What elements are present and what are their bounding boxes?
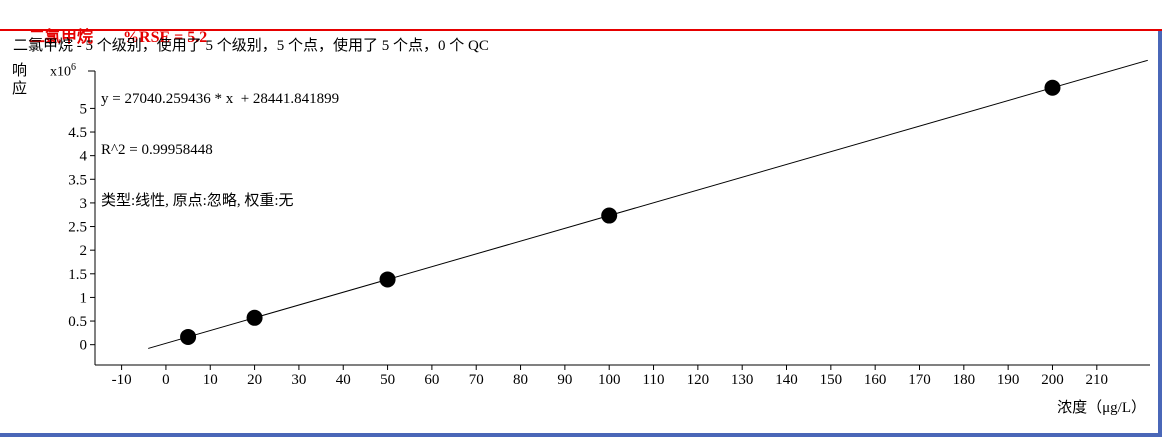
x-tick-label: 140	[775, 372, 798, 388]
y-axis-title: 响应	[10, 62, 26, 98]
fit-type: 类型:线性, 原点:忽略, 权重:无	[101, 193, 294, 209]
x-tick-label: 190	[997, 372, 1020, 388]
y-tick-label: 2	[80, 243, 88, 259]
window-frame-bottom	[0, 433, 1162, 437]
fit-info-block: y = 27040.259436 * x + 28441.841899 R^2 …	[101, 57, 339, 244]
compound-header: 二氯甲烷 %RSE = 5.2	[13, 5, 207, 65]
data-point[interactable]	[379, 271, 396, 288]
y-tick-label: 0.5	[68, 314, 87, 330]
x-tick-label: 200	[1041, 372, 1064, 388]
data-point[interactable]	[601, 207, 618, 224]
x-tick-label: 210	[1086, 372, 1109, 388]
data-point[interactable]	[246, 309, 263, 326]
y-tick-label: 4.5	[68, 125, 87, 141]
y-multiplier-exponent: 6	[71, 62, 76, 73]
x-tick-label: 20	[247, 372, 262, 388]
y-tick-label: 3.5	[68, 172, 87, 188]
data-point[interactable]	[180, 328, 197, 345]
x-tick-label: 40	[336, 372, 351, 388]
x-tick-label: 0	[162, 372, 170, 388]
y-multiplier-base: x10	[50, 64, 71, 80]
y-axis-multiplier: x106	[50, 62, 76, 81]
regression-line	[148, 59, 1148, 349]
x-tick-label: 30	[291, 372, 306, 388]
x-tick-label: 170	[908, 372, 931, 388]
x-tick-label: 150	[820, 372, 843, 388]
calibration-summary: 二氯甲烷 - 5 个级别，使用了 5 个级别，5 个点，使用了 5 个点，0 个…	[13, 38, 489, 54]
y-tick-label: 1.5	[68, 267, 87, 283]
x-axis-title: 浓度（μg/L）	[1057, 400, 1146, 416]
y-tick-label: 5	[80, 101, 88, 117]
x-tick-label: 100	[598, 372, 621, 388]
x-tick-label: 10	[203, 372, 218, 388]
x-tick-label: 160	[864, 372, 887, 388]
fit-r-squared: R^2 = 0.99958448	[101, 142, 213, 158]
x-tick-label: 60	[424, 372, 439, 388]
y-tick-label: 2.5	[68, 220, 87, 236]
x-tick-label: -10	[112, 372, 132, 388]
header-divider	[0, 29, 1162, 31]
y-tick-label: 4	[80, 149, 88, 165]
x-tick-label: 90	[557, 372, 572, 388]
rse-value: %RSE = 5.2	[123, 29, 208, 46]
window-frame-right	[1158, 31, 1162, 437]
data-point[interactable]	[1044, 79, 1061, 96]
x-tick-label: 130	[731, 372, 754, 388]
y-tick-label: 0	[80, 338, 88, 354]
x-tick-label: 50	[380, 372, 395, 388]
x-tick-label: 80	[513, 372, 528, 388]
fit-equation: y = 27040.259436 * x + 28441.841899	[101, 91, 340, 107]
y-tick-label: 3	[80, 196, 88, 212]
x-tick-label: 180	[953, 372, 976, 388]
compound-name: 二氯甲烷	[29, 29, 94, 46]
x-tick-label: 120	[687, 372, 710, 388]
x-tick-label: 110	[643, 372, 665, 388]
x-tick-label: 70	[469, 372, 484, 388]
y-tick-label: 1	[80, 290, 88, 306]
